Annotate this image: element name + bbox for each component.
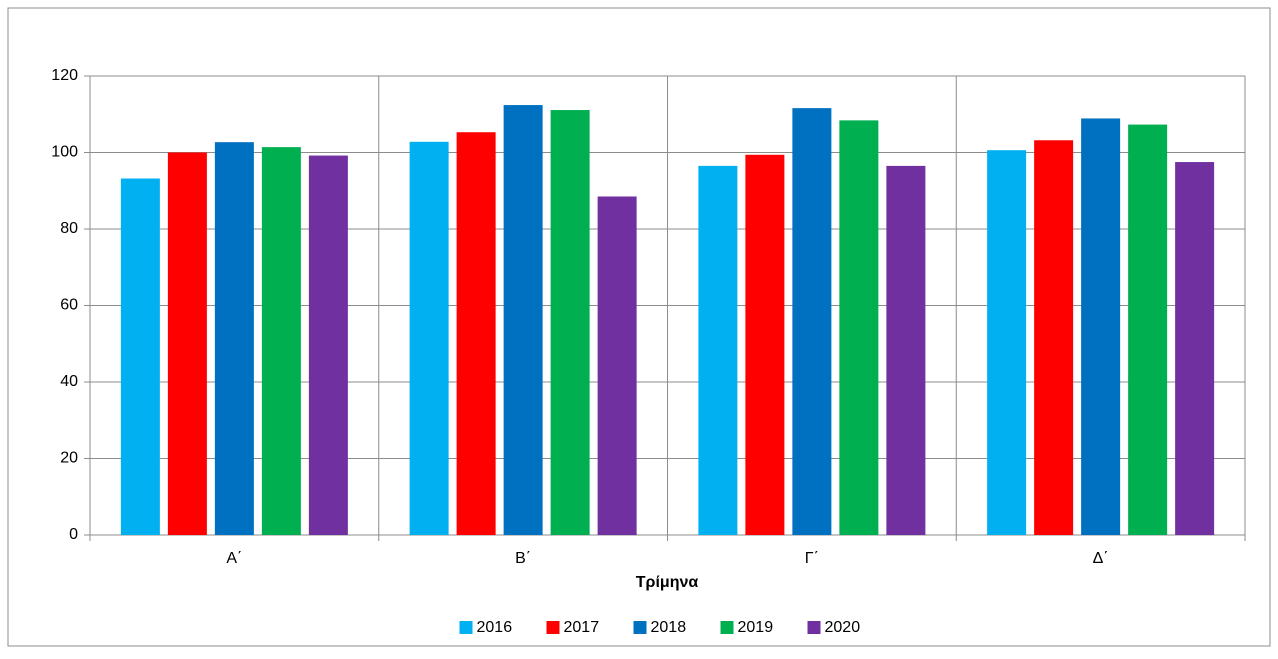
legend-swatch xyxy=(633,621,647,634)
bar xyxy=(167,152,207,535)
bar xyxy=(597,196,637,536)
bar xyxy=(1175,162,1215,535)
bar xyxy=(1081,118,1121,536)
bar xyxy=(698,165,738,535)
bar xyxy=(120,178,160,535)
x-tick-label: Δ΄ xyxy=(1093,550,1109,567)
bar xyxy=(409,141,449,536)
bar xyxy=(839,120,879,536)
bar xyxy=(1034,140,1074,535)
bar xyxy=(503,105,543,535)
legend-label: 2017 xyxy=(564,619,600,636)
y-tick-label: 80 xyxy=(60,220,78,237)
y-tick-label: 120 xyxy=(51,67,78,84)
y-tick-label: 60 xyxy=(60,297,78,314)
bar xyxy=(886,165,926,535)
bar xyxy=(792,108,832,535)
y-tick-label: 100 xyxy=(51,144,78,161)
y-tick-label: 40 xyxy=(60,373,78,390)
legend-label: 2016 xyxy=(477,619,513,636)
x-tick-label: Α΄ xyxy=(226,550,242,567)
y-tick-label: 20 xyxy=(60,450,78,467)
bar xyxy=(261,147,301,535)
x-axis-title: Τρίμηνα xyxy=(636,574,699,591)
bar xyxy=(987,150,1027,535)
legend-swatch xyxy=(546,621,560,634)
bar xyxy=(550,110,590,535)
bar xyxy=(308,155,348,535)
x-tick-label: Γ΄ xyxy=(805,550,819,567)
bar xyxy=(745,154,785,536)
legend-swatch xyxy=(807,621,821,634)
legend-label: 2018 xyxy=(651,619,687,636)
legend-label: 2019 xyxy=(738,619,774,636)
x-tick-label: Β΄ xyxy=(515,550,531,567)
bar xyxy=(456,132,496,536)
legend-label: 2020 xyxy=(825,619,861,636)
legend-swatch xyxy=(720,621,734,634)
bar xyxy=(214,142,254,536)
y-tick-label: 0 xyxy=(69,526,78,543)
bar xyxy=(1128,124,1168,535)
legend-swatch xyxy=(459,621,473,634)
